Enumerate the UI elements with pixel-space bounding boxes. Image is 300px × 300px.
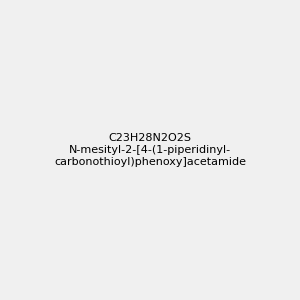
- Text: C23H28N2O2S
N-mesityl-2-[4-(1-piperidinyl-
carbonothioyl)phenoxy]acetamide: C23H28N2O2S N-mesityl-2-[4-(1-piperidiny…: [54, 134, 246, 166]
